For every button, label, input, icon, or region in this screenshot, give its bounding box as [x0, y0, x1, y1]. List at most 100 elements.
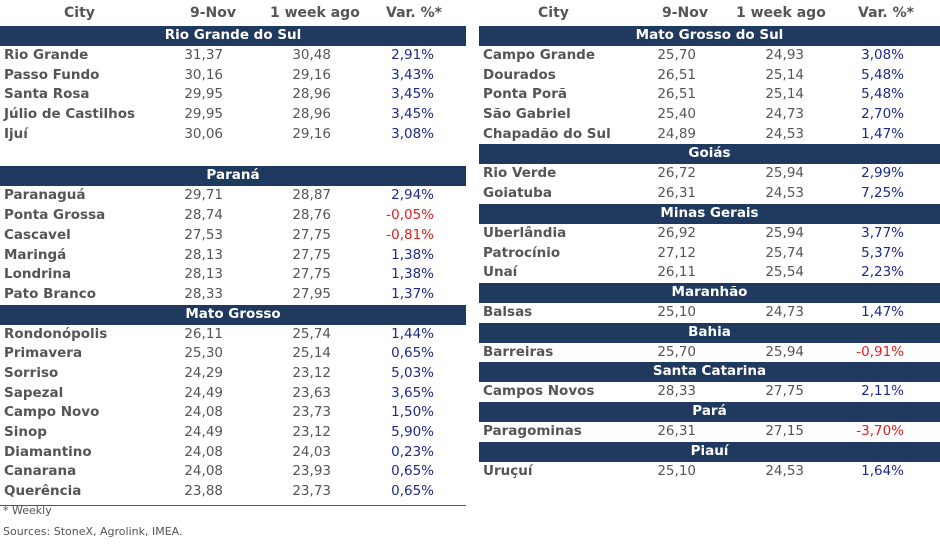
- variation-value: 3,77%: [861, 224, 904, 241]
- variation-value: 1,50%: [391, 404, 434, 421]
- city-name: Campo Novo: [4, 404, 100, 421]
- table-row: Ponta Porã 26,51 25,14 5,48%: [479, 85, 940, 105]
- header-city: City: [64, 5, 95, 21]
- region-band: Piauí: [479, 441, 940, 462]
- region-band: Minas Gerais: [479, 203, 940, 224]
- variation-value: -0,81%: [386, 226, 434, 243]
- variation-value: 2,11%: [861, 383, 904, 400]
- price-current: 28,33: [657, 383, 696, 400]
- variation-value: 0,23%: [391, 443, 434, 460]
- city-name: Ponta Porã: [483, 86, 567, 103]
- city-name: Campo Grande: [483, 47, 596, 63]
- variation-value: 1,44%: [391, 325, 434, 342]
- table-row: Barreiras 25,70 25,94 -0,91%: [479, 343, 940, 363]
- price-week-ago: 24,93: [765, 47, 804, 63]
- price-current: 23,88: [184, 483, 223, 500]
- city-name: Rondonópolis: [4, 325, 108, 342]
- header-variation: Var. %*: [858, 5, 914, 21]
- variation-value: 3,08%: [861, 47, 904, 63]
- region-band: Santa Catarina: [479, 362, 940, 383]
- variation-value: 5,03%: [391, 364, 434, 381]
- variation-value: 2,94%: [391, 187, 434, 204]
- price-current: 25,10: [657, 303, 696, 320]
- table-row: Cascavel 27,53 27,75 -0,81%: [0, 226, 466, 246]
- left-price-table: City 9-Nov 1 week ago Var. %* Rio Grande…: [0, 0, 466, 506]
- price-current: 28,74: [184, 207, 223, 224]
- price-week-ago: 25,14: [765, 66, 804, 83]
- table-row: Campos Novos 28,33 27,75 2,11%: [479, 382, 940, 402]
- city-name: Júlio de Castilhos: [4, 106, 136, 123]
- price-week-ago: 27,75: [765, 383, 804, 400]
- price-week-ago: 23,93: [292, 463, 331, 480]
- region-band: Maranhão: [479, 282, 940, 303]
- region-band: Goiás: [479, 144, 940, 165]
- variation-value: -3,70%: [856, 422, 904, 439]
- city-name: Sorriso: [4, 364, 59, 381]
- column-header: City 9-Nov 1 week ago Var. %*: [479, 0, 940, 26]
- city-name: Goiatuba: [483, 185, 552, 202]
- variation-value: 0,65%: [391, 345, 434, 362]
- variation-value: 3,43%: [391, 66, 434, 83]
- right-price-table: City 9-Nov 1 week ago Var. %* Mato Gross…: [479, 0, 940, 481]
- city-name: Uberlândia: [483, 224, 567, 241]
- sources-footnote: Sources: StoneX, Agrolink, IMEA.: [3, 525, 183, 538]
- price-week-ago: 24,73: [765, 106, 804, 123]
- price-week-ago: 25,74: [765, 244, 804, 261]
- city-name: Sapezal: [4, 384, 64, 401]
- header-week-ago: 1 week ago: [736, 5, 826, 21]
- price-week-ago: 27,75: [292, 246, 331, 263]
- variation-value: 3,65%: [391, 384, 434, 401]
- price-current: 26,51: [657, 66, 696, 83]
- price-week-ago: 25,74: [292, 325, 331, 342]
- variation-value: 1,47%: [861, 303, 904, 320]
- city-name: Patrocínio: [483, 244, 561, 261]
- variation-value: 5,37%: [861, 244, 904, 261]
- price-week-ago: 27,15: [765, 422, 804, 439]
- city-name: Querência: [4, 483, 82, 500]
- price-week-ago: 25,14: [292, 345, 331, 362]
- city-name: São Gabriel: [483, 106, 571, 123]
- price-current: 28,13: [184, 266, 223, 283]
- price-week-ago: 25,54: [765, 264, 804, 281]
- city-name: Barreiras: [483, 343, 554, 360]
- header-week-ago: 1 week ago: [270, 5, 360, 21]
- price-current: 30,06: [184, 125, 223, 142]
- table-row: Rio Verde 26,72 25,94 2,99%: [479, 164, 940, 184]
- city-name: Uruçuí: [483, 462, 533, 479]
- table-row: Paranaguá 29,71 28,87 2,94%: [0, 186, 466, 206]
- variation-value: 3,45%: [391, 106, 434, 123]
- table-row: Pato Branco 28,33 27,95 1,37%: [0, 285, 466, 305]
- variation-value: 5,48%: [861, 66, 904, 83]
- price-week-ago: 24,53: [765, 185, 804, 202]
- price-week-ago: 28,87: [292, 187, 331, 204]
- price-week-ago: 24,73: [765, 303, 804, 320]
- price-week-ago: 25,94: [765, 343, 804, 360]
- region-band: Bahia: [479, 322, 940, 343]
- region-band: Paraná: [0, 166, 466, 187]
- table-row: Ponta Grossa 28,74 28,76 -0,05%: [0, 206, 466, 226]
- price-week-ago: 29,16: [292, 66, 331, 83]
- price-current: 26,72: [657, 165, 696, 182]
- price-week-ago: 27,75: [292, 226, 331, 243]
- price-current: 26,31: [657, 185, 696, 202]
- city-name: Balsas: [483, 303, 533, 320]
- table-row: Campo Grande 25,70 24,93 3,08%: [479, 46, 940, 66]
- table-row: Passo Fundo 30,16 29,16 3,43%: [0, 66, 466, 86]
- table-row: Unaí 26,11 25,54 2,23%: [479, 263, 940, 283]
- table-row: Goiatuba 26,31 24,53 7,25%: [479, 184, 940, 204]
- variation-value: 3,45%: [391, 86, 434, 103]
- table-row: Primavera 25,30 25,14 0,65%: [0, 344, 466, 364]
- price-current: 24,08: [184, 463, 223, 480]
- variation-value: 5,48%: [861, 86, 904, 103]
- header-variation: Var. %*: [386, 5, 442, 21]
- table-row: Dourados 26,51 25,14 5,48%: [479, 66, 940, 86]
- variation-value: 1,37%: [391, 285, 434, 302]
- table-row: Balsas 25,10 24,73 1,47%: [479, 303, 940, 323]
- price-current: 29,95: [184, 106, 223, 123]
- price-week-ago: 25,94: [765, 165, 804, 182]
- price-current: 28,13: [184, 246, 223, 263]
- price-current: 24,49: [184, 424, 223, 440]
- header-city: City: [538, 5, 569, 21]
- table-row: Querência 23,88 23,73 0,65%: [0, 482, 466, 502]
- price-week-ago: 27,75: [292, 266, 331, 283]
